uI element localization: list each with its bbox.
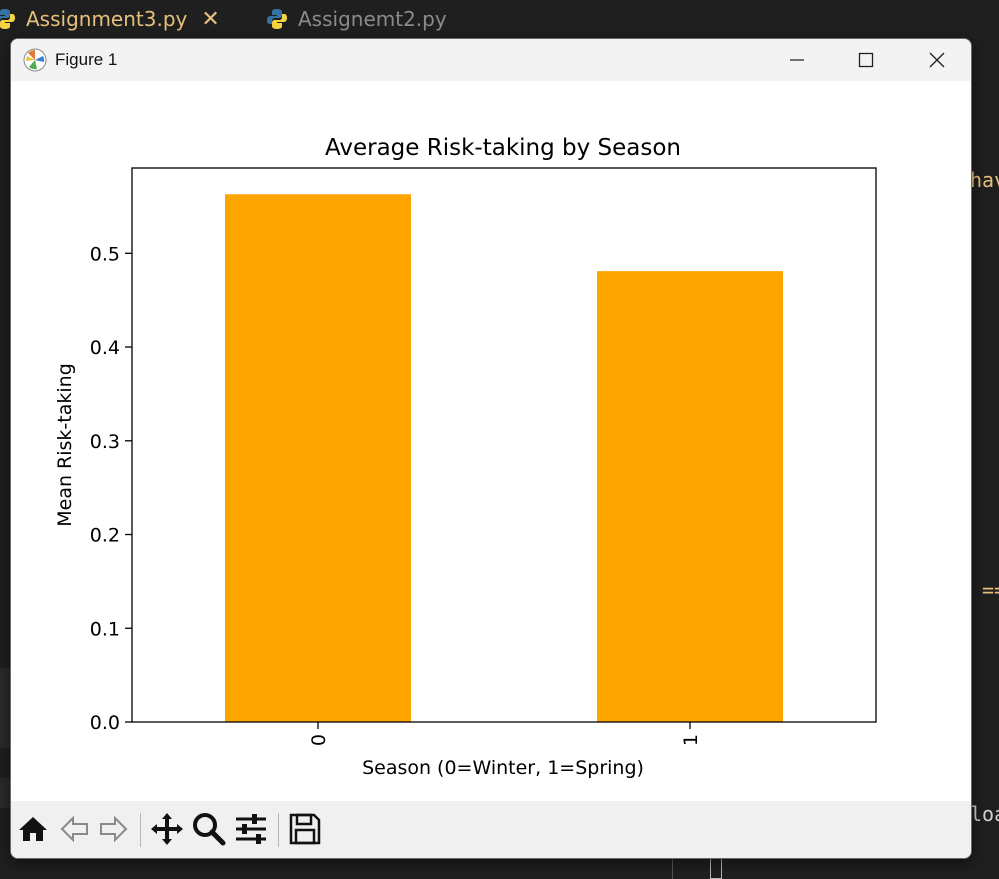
y-tick-label: 0.1 [90, 618, 120, 640]
home-button[interactable] [15, 811, 51, 847]
forward-button[interactable] [95, 811, 131, 847]
editor-tab-label: Assignment3.py [26, 7, 188, 31]
code-peek-text: loa [970, 802, 999, 826]
configure-subplots-button[interactable] [233, 811, 269, 847]
y-axis-label: Mean Risk-taking [54, 363, 76, 527]
configure-subplots-icon [236, 814, 266, 844]
pan-button[interactable] [149, 811, 185, 847]
close-button[interactable] [907, 39, 967, 81]
x-tick-label: 0 [308, 734, 330, 746]
minimize-button[interactable] [767, 39, 827, 81]
editor-gutter-strip [0, 778, 12, 808]
figure-toolbar [11, 801, 971, 858]
pan-icon [151, 813, 183, 845]
editor-tab-bar: Assignment3.py ✕ Assignemt2.py [0, 0, 999, 38]
bar-0 [225, 194, 411, 722]
python-icon [267, 9, 287, 29]
python-icon [0, 9, 15, 29]
back-icon [60, 815, 88, 843]
matplotlib-app-icon [23, 48, 47, 72]
toolbar-separator [140, 813, 141, 847]
bar-chart: Average Risk-taking by Season 0.0 0.1 0.2 0… [54, 135, 877, 779]
home-icon [19, 817, 47, 841]
editor-tab-label: Assignemt2.py [298, 7, 447, 31]
plot-frame [131, 167, 877, 723]
editor-tab-assignment3[interactable]: Assignment3.py ✕ [0, 0, 220, 38]
x-tick-label: 1 [680, 734, 702, 746]
window-title: Figure 1 [55, 50, 118, 69]
zoom-icon [193, 813, 226, 846]
close-icon [929, 52, 945, 68]
maximize-icon [858, 52, 874, 68]
back-button[interactable] [57, 811, 93, 847]
minimize-icon [790, 59, 804, 61]
panel-divider [672, 858, 673, 879]
window-titlebar[interactable]: Figure 1 [11, 39, 971, 81]
y-tick-label: 0.4 [90, 337, 120, 359]
editor-gutter-strip [0, 668, 12, 748]
save-icon [289, 813, 321, 845]
bar-1 [597, 271, 783, 722]
toolbar-separator [278, 813, 279, 847]
y-tick-label: 0.0 [90, 712, 120, 734]
figure-window: Figure 1 Average Risk-taking by Season 0… [10, 38, 972, 859]
y-tick-label: 0.3 [90, 431, 120, 453]
x-axis-label: Season (0=Winter, 1=Spring) [362, 757, 644, 779]
code-peek-text: == [982, 578, 999, 602]
y-tick-label: 0.5 [90, 243, 120, 265]
forward-icon [100, 815, 128, 843]
maximize-button[interactable] [836, 39, 896, 81]
code-peek-text: hav [970, 168, 999, 192]
editor-tab-assignemt2[interactable]: Assignemt2.py [266, 0, 447, 38]
zoom-button[interactable] [191, 811, 227, 847]
tab-close-icon[interactable]: ✕ [201, 6, 220, 32]
figure-canvas[interactable]: Average Risk-taking by Season 0.0 0.1 0.2 0… [11, 81, 971, 801]
chart-title: Average Risk-taking by Season [325, 135, 681, 161]
terminal-cursor [710, 858, 722, 879]
save-button[interactable] [287, 811, 323, 847]
y-tick-label: 0.2 [90, 525, 120, 547]
